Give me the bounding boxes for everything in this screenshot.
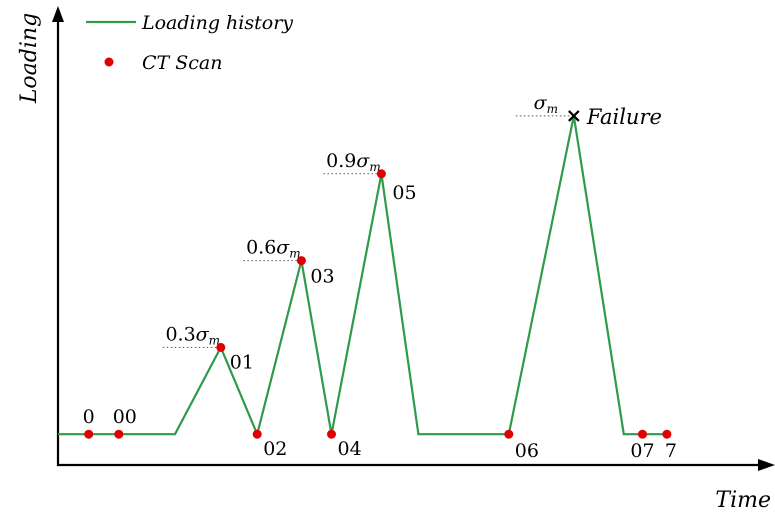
failure-marker — [568, 110, 580, 122]
ct-scan-point-06 — [504, 429, 514, 439]
series-line-loading-history — [58, 115, 670, 438]
ct-scan-label-04: 04 — [338, 438, 362, 460]
ct-scan-point-00 — [114, 429, 124, 439]
x-axis-label: Time — [715, 488, 771, 513]
level-label-0.6: 0.6σm — [246, 237, 301, 261]
ct-scan-point-7 — [662, 429, 672, 439]
level-label-prefix: 0.9 — [326, 150, 356, 172]
ct-scan-label-06: 06 — [515, 440, 539, 462]
ct-scan-point-05 — [376, 169, 386, 179]
y-axis-arrow — [52, 6, 64, 22]
level-label-0.3: 0.3σm — [165, 323, 220, 347]
level-label-symbol: σ — [356, 150, 370, 172]
legend: Loading history CT Scan — [86, 12, 293, 74]
failure-label: Failure — [586, 105, 662, 129]
y-axis-label: Loading — [17, 13, 42, 104]
level-label-subscript: m — [547, 102, 558, 116]
ct-scan-label-05: 05 — [392, 182, 416, 204]
level-label-max: σm — [534, 92, 558, 116]
level-label-0.9: 0.9σm — [326, 150, 381, 174]
ct-scan-label-07: 07 — [630, 440, 654, 462]
level-label-prefix: 0.3 — [165, 323, 195, 345]
ct-scan-point-04 — [327, 429, 336, 439]
level-label-subscript: m — [369, 160, 380, 174]
legend-dot-swatch — [104, 57, 114, 67]
level-label-symbol: σ — [534, 92, 548, 114]
level-label-subscript: m — [209, 333, 220, 347]
ct-scan-label-0: 0 — [83, 406, 95, 428]
legend-label-loading-history: Loading history — [141, 12, 293, 34]
ct-scan-point-03 — [296, 256, 306, 266]
ct-scan-point-01 — [216, 342, 226, 352]
ct-scan-label-00: 00 — [113, 406, 137, 428]
ct-scan-point-07 — [638, 429, 647, 439]
level-label-subscript: m — [289, 247, 300, 261]
axes: Loading Time — [17, 6, 775, 513]
level-label-prefix: 0.6 — [246, 237, 276, 259]
ct-scan-label-01: 01 — [230, 351, 254, 373]
ct-scan-point-02 — [252, 429, 262, 439]
level-label-symbol: σ — [276, 237, 290, 259]
ct-scan-label-7: 7 — [665, 440, 677, 462]
x-axis-arrow — [758, 459, 775, 471]
ct-scan-label-02: 02 — [263, 438, 287, 460]
legend-label-ct-scan: CT Scan — [142, 52, 222, 74]
level-label-symbol: σ — [196, 323, 210, 345]
ct-scan-point-0 — [84, 429, 94, 439]
ct-scan-label-03: 03 — [310, 266, 334, 288]
plot-area: Failure — [58, 105, 670, 438]
